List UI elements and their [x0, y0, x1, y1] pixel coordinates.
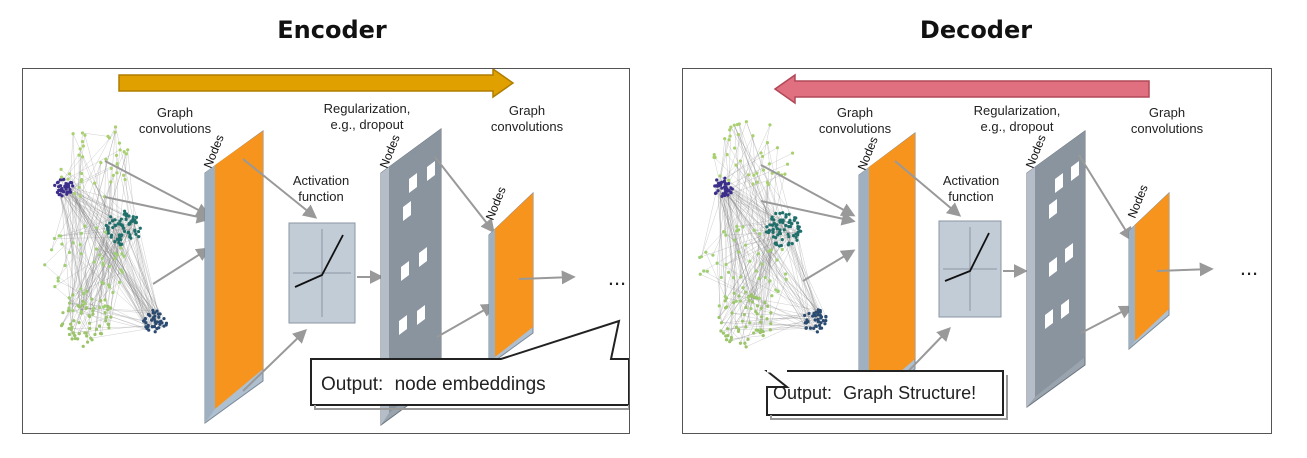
graph-conv-label-2-l1: Graph: [1149, 105, 1185, 120]
ellipsis: ...: [608, 265, 626, 290]
ellipsis: ...: [1240, 255, 1258, 280]
callout-key: Output:: [321, 374, 383, 395]
activation-label-l1: Activation: [293, 173, 349, 188]
encoder-title: Encoder: [277, 16, 387, 44]
encoder-panel: Nodes Graph convolutions Activation func…: [22, 67, 630, 434]
decoder-direction-arrow: [773, 73, 1150, 105]
graph-conv-layer-2: [1128, 191, 1170, 351]
decoder-panel: Nodes Graph convolutions Activation func…: [682, 68, 1272, 434]
graph-conv-layer-1: [204, 130, 264, 424]
graph-conv-label-2-l2: convolutions: [491, 119, 564, 134]
activation-label-l2: function: [948, 189, 994, 204]
regularization-label-l1: Regularization,: [324, 101, 411, 116]
decoder-title: Decoder: [919, 16, 1033, 44]
graph-network-image: [698, 120, 828, 349]
activation-function-box: [288, 222, 356, 324]
activation-label-l2: function: [298, 189, 344, 204]
nodes-label-3: Nodes: [483, 185, 509, 222]
graph-conv-label-1-l2: convolutions: [819, 121, 892, 136]
output-callout: Output: node embeddings: [310, 319, 630, 410]
regularization-layer: [1026, 130, 1086, 408]
regularization-label-l2: e.g., dropout: [981, 119, 1054, 134]
callout-value: node embeddings: [395, 374, 546, 395]
encoder-diagram: Nodes Graph convolutions Activation func…: [43, 67, 630, 426]
callout-value: Graph Structure!: [843, 383, 976, 403]
graph-conv-layer-1: [858, 132, 916, 412]
graph-network-image: [43, 125, 169, 348]
callout-key: Output:: [773, 383, 832, 403]
activation-label-l1: Activation: [943, 173, 999, 188]
regularization-label-l1: Regularization,: [974, 103, 1061, 118]
output-callout: Output: Graph Structure!: [764, 369, 1008, 420]
graph-conv-layer-2: [488, 191, 534, 366]
encoder-direction-arrow: [118, 67, 515, 99]
regularization-label-l2: e.g., dropout: [331, 117, 404, 132]
graph-conv-label-1-l1: Graph: [837, 105, 873, 120]
graph-conv-label-1-l2: convolutions: [139, 121, 212, 136]
graph-conv-label-2-l1: Graph: [509, 103, 545, 118]
graph-conv-label-1-l1: Graph: [157, 105, 193, 120]
decoder-diagram: Nodes Graph convolutions Activation func…: [698, 73, 1258, 420]
svg-text:Output: node embeddings: Output: node embeddings: [321, 374, 546, 395]
regularization-layer: [380, 128, 442, 426]
svg-text:Output: Graph Structure!: Output: Graph Structure!: [773, 383, 976, 403]
graph-conv-label-2-l2: convolutions: [1131, 121, 1204, 136]
activation-function-box: [938, 220, 1002, 318]
